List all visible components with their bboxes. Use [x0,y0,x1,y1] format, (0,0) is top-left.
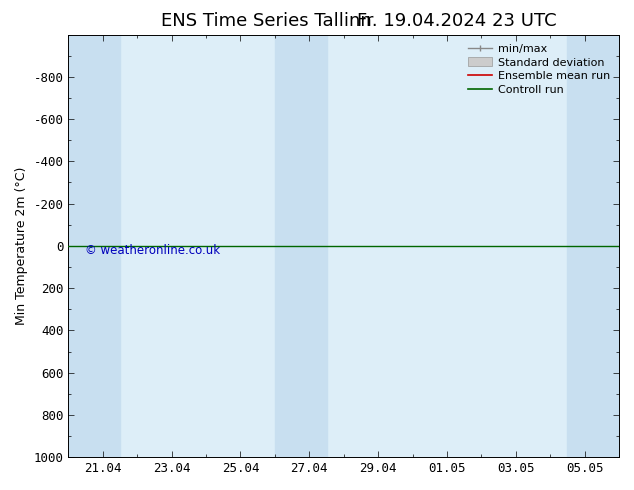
Text: © weatheronline.co.uk: © weatheronline.co.uk [85,244,220,257]
Bar [567,35,619,457]
Y-axis label: Min Temperature 2m (°C): Min Temperature 2m (°C) [15,167,28,325]
Legend: min/max, Standard deviation, Ensemble mean run, Controll run: min/max, Standard deviation, Ensemble me… [465,40,614,98]
Bar [68,35,120,457]
Text: ENS Time Series Tallinn: ENS Time Series Tallinn [161,12,372,30]
Text: Fr. 19.04.2024 23 UTC: Fr. 19.04.2024 23 UTC [357,12,556,30]
Bar [275,35,327,457]
